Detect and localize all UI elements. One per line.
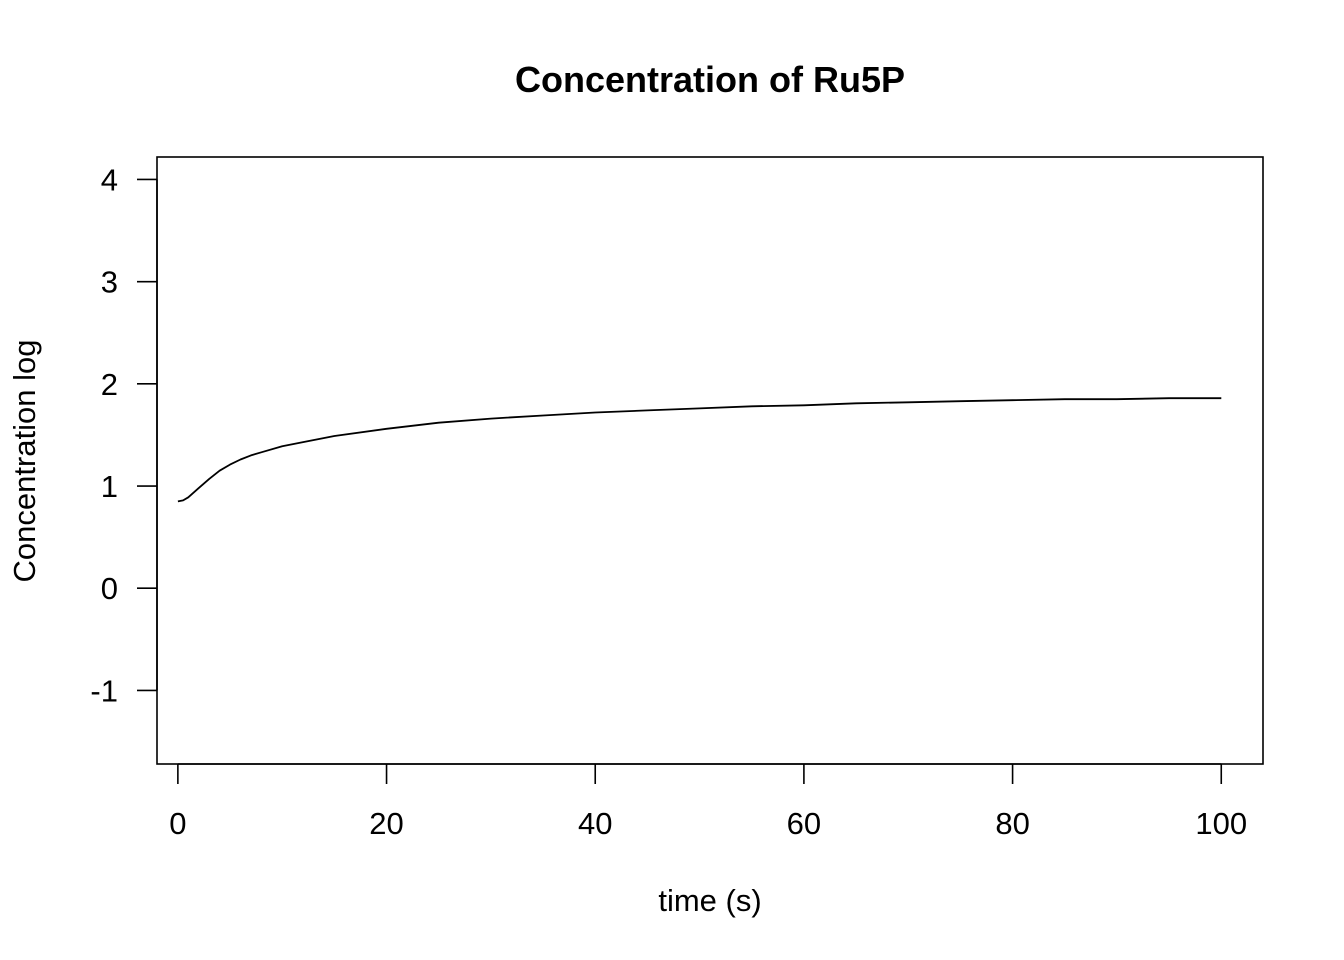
y-tick-label: 0 <box>101 571 118 606</box>
y-axis-label: Concentration log <box>7 340 42 583</box>
y-tick-label: 2 <box>101 367 118 402</box>
x-tick-label: 0 <box>169 806 186 841</box>
y-tick-label: -1 <box>90 673 118 708</box>
x-axis-label: time (s) <box>658 883 761 918</box>
y-tick-label: 3 <box>101 265 118 300</box>
chart-title: Concentration of Ru5P <box>515 59 905 100</box>
plot-frame <box>156 156 1264 765</box>
x-tick-label: 20 <box>369 806 403 841</box>
x-axis: 0 20 40 60 80 100 <box>169 763 1247 841</box>
y-axis: -1 0 1 2 3 4 <box>90 162 158 708</box>
series-line <box>177 397 1222 503</box>
x-tick-label: 100 <box>1195 806 1247 841</box>
y-tick-label: 4 <box>101 162 118 197</box>
x-tick-label: 80 <box>995 806 1029 841</box>
x-tick-label: 40 <box>578 806 612 841</box>
y-tick-label: 1 <box>101 469 118 504</box>
x-tick-label: 60 <box>787 806 821 841</box>
series-layer <box>177 397 1222 503</box>
